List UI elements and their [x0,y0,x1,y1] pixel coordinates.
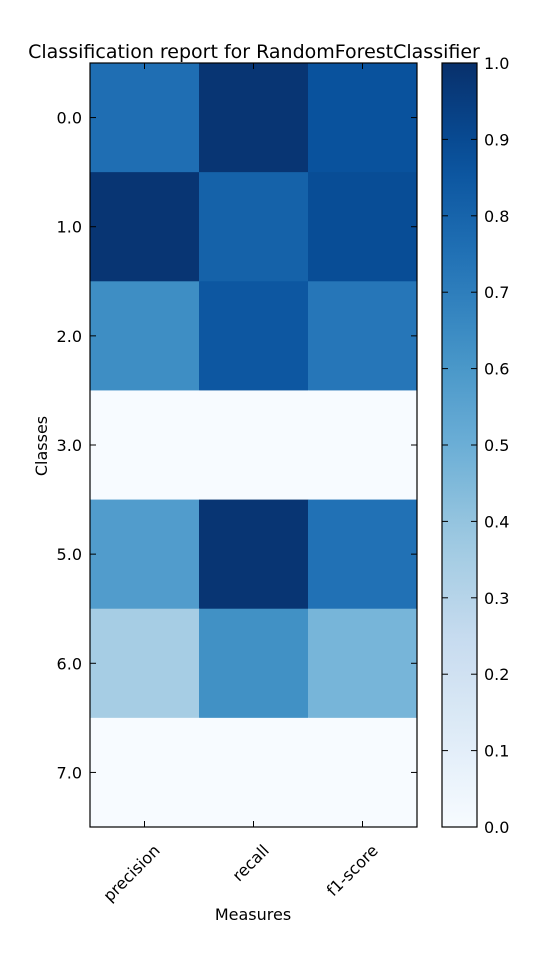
heatmap-cell [308,172,418,282]
colorbar-tick-label: 0.5 [484,436,509,455]
colorbar-tick-label: 1.0 [484,54,509,73]
colorbar-tick-label: 0.3 [484,589,509,608]
heatmap-cell [308,608,418,719]
heatmap-cell [308,63,418,173]
heatmap-cell [199,390,309,501]
heatmap-cell [199,281,309,391]
heatmap-cell [90,499,200,610]
heatmap-cell [90,717,200,828]
y-tick-label: 6.0 [57,654,82,673]
colorbar-ticks: 0.0 0.1 0.2 0.3 0.4 0.5 0.6 0.7 0.8 0.9 1.0 [442,54,509,837]
y-axis-ticks: 0.0 1.0 2.0 3.0 5.0 6.0 7.0 [57,109,417,782]
heatmap-cells [90,63,418,828]
colorbar-tick-label: 0.6 [484,360,509,379]
heatmap-cell [199,717,309,828]
y-tick-label: 3.0 [57,436,82,455]
colorbar-tick-label: 0.2 [484,665,509,684]
colorbar-tick-label: 0.1 [484,742,509,761]
x-tick-label: precision [99,841,163,905]
heatmap-cell [308,390,418,501]
heatmap-cell [199,172,309,282]
y-tick-label: 5.0 [57,545,82,564]
colorbar-tick-label: 0.4 [484,512,509,531]
heatmap-cell [199,499,309,610]
x-tick-label: f1-score [323,841,382,900]
y-tick-label: 0.0 [57,109,82,128]
y-axis-label: Classes [32,416,51,476]
heatmap-cell [90,608,200,719]
y-tick-label: 2.0 [57,327,82,346]
chart-title: Classification report for RandomForestCl… [28,41,480,63]
colorbar-tick-label: 0.9 [484,130,509,149]
heatmap-cell [308,499,418,610]
y-tick-label: 1.0 [57,218,82,237]
colorbar-tick-label: 0.7 [484,283,509,302]
heatmap-cell [199,63,309,173]
x-axis-label: Measures [215,905,291,924]
heatmap-cell [308,717,418,828]
heatmap-cell [308,281,418,391]
heatmap-cell [90,281,200,391]
heatmap-cell [90,390,200,501]
heatmap-cell [199,608,309,719]
heatmap-cell [90,63,200,173]
y-tick-label: 7.0 [57,763,82,782]
colorbar-tick-label: 0.0 [484,818,509,837]
x-tick-label: recall [229,841,273,885]
colorbar-tick-label: 0.8 [484,207,509,226]
heatmap-cell [90,172,200,282]
